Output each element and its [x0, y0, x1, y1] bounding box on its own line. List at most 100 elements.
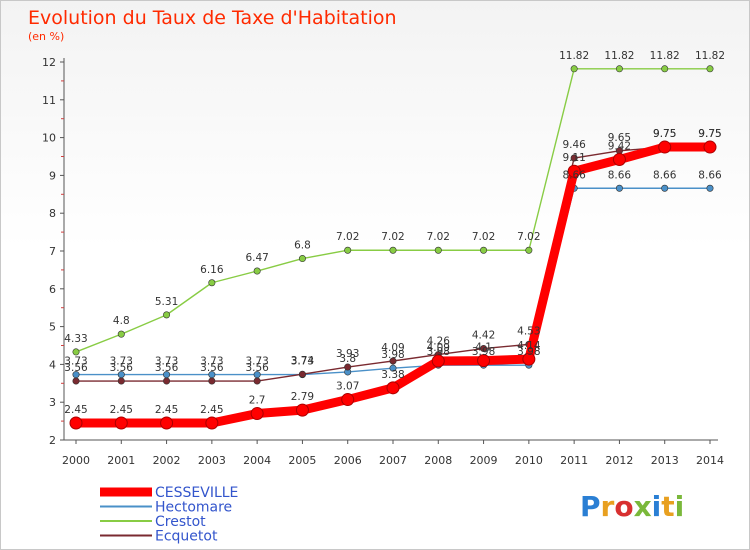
data-label: 3.98	[427, 346, 450, 358]
x-tick-label: 2011	[560, 454, 588, 467]
data-label: 3.56	[155, 362, 179, 374]
x-tick-label: 2002	[153, 454, 181, 467]
data-label: 4.33	[64, 333, 87, 345]
logo-letter: x	[634, 490, 652, 523]
data-label: 3.73	[291, 356, 314, 368]
data-point-cesseville	[567, 164, 581, 178]
data-point-ecquetot	[298, 370, 306, 378]
data-label: 9.75	[653, 128, 676, 140]
data-label: 3.93	[336, 348, 359, 360]
legend-label-hectomare: Hectomare	[155, 500, 232, 516]
data-point-ecquetot	[72, 377, 80, 385]
data-label: 4.26	[427, 336, 451, 348]
data-label: 9.75	[653, 128, 676, 140]
data-label: 3.73	[245, 356, 268, 368]
logo-letter: P	[580, 490, 601, 523]
data-point-crestot	[298, 255, 306, 263]
data-point-ecquetot	[389, 357, 397, 365]
data-point-hectomare	[706, 184, 714, 192]
data-label: 3.8	[339, 353, 356, 365]
data-point-cesseville	[295, 403, 309, 417]
data-point-crestot	[72, 348, 80, 356]
proxiti-logo: Proxiti	[580, 490, 684, 523]
x-tick-label: 2010	[515, 454, 543, 467]
proxiti-logo-text: Proxiti	[580, 490, 684, 523]
data-label: 4.42	[472, 330, 495, 342]
data-point-crestot	[525, 246, 533, 254]
x-tick-label: 2014	[696, 454, 724, 467]
data-point-crestot	[117, 330, 125, 338]
data-label: 7.02	[336, 231, 359, 243]
legend-label-cesseville: CESSEVILLE	[155, 485, 238, 501]
data-point-cesseville	[431, 354, 445, 368]
data-label: 3.98	[517, 346, 540, 358]
data-label: 11.82	[650, 50, 680, 62]
legend-label-crestot: Crestot	[155, 514, 206, 530]
data-label: 7.02	[427, 231, 450, 243]
logo-letter: i	[675, 490, 685, 523]
x-tick-label: 2009	[470, 454, 498, 467]
data-label: 2.45	[110, 404, 133, 416]
legend-label-ecquetot: Ecquetot	[155, 529, 218, 545]
data-label: 3.73	[64, 356, 87, 368]
data-label: 3.56	[110, 362, 134, 374]
data-label: 4.1	[475, 342, 492, 354]
data-label: 4.14	[517, 340, 541, 352]
data-point-crestot	[480, 246, 488, 254]
y-tick-label: 11	[42, 94, 56, 107]
chart-subtitle: (en %)	[28, 30, 64, 43]
x-tick-label: 2003	[198, 454, 226, 467]
data-point-cesseville	[69, 416, 83, 430]
x-tick-label: 2008	[424, 454, 452, 467]
y-tick-label: 8	[49, 207, 56, 220]
data-point-ecquetot	[208, 377, 216, 385]
x-tick-label: 2006	[334, 454, 362, 467]
data-point-cesseville	[703, 140, 717, 154]
data-point-crestot	[389, 246, 397, 254]
data-point-ecquetot	[163, 377, 171, 385]
data-point-ecquetot	[253, 377, 261, 385]
data-point-cesseville	[205, 416, 219, 430]
data-point-hectomare	[389, 364, 397, 372]
logo-letter: o	[614, 490, 633, 523]
data-label: 9.75	[698, 128, 721, 140]
data-point-crestot	[253, 267, 261, 275]
data-label: 2.45	[155, 404, 178, 416]
logo-letter: i	[652, 490, 662, 523]
y-tick-label: 2	[49, 434, 56, 447]
data-point-hectomare	[661, 184, 669, 192]
data-point-ecquetot	[570, 154, 578, 162]
data-label: 3.56	[245, 362, 269, 374]
data-point-cesseville	[250, 407, 264, 421]
data-label: 3.98	[472, 346, 495, 358]
data-point-ecquetot	[344, 363, 352, 371]
data-label: 9.65	[608, 132, 631, 144]
data-label: 9.46	[562, 139, 586, 151]
data-point-crestot	[661, 65, 669, 73]
data-label: 3.74	[291, 355, 315, 367]
x-tick-label: 2012	[605, 454, 633, 467]
x-tick-label: 2005	[288, 454, 316, 467]
data-point-crestot	[615, 65, 623, 73]
data-label: 8.66	[698, 169, 722, 181]
chart-title: Evolution du Taux de Taxe d'Habitation	[28, 7, 397, 29]
data-label: 4.09	[381, 342, 404, 354]
y-tick-label: 6	[49, 283, 56, 296]
logo-letter: r	[601, 490, 615, 523]
data-point-ecquetot	[117, 377, 125, 385]
data-point-cesseville	[658, 140, 672, 154]
data-label: 3.73	[155, 356, 178, 368]
data-label: 8.66	[562, 169, 586, 181]
data-label: 3.73	[200, 356, 223, 368]
series-line-crestot	[75, 68, 711, 353]
data-label: 2.7	[249, 395, 266, 407]
data-point-cesseville	[522, 352, 536, 366]
data-label: 9.75	[698, 128, 721, 140]
data-point-cesseville	[160, 416, 174, 430]
x-tick-label: 2013	[651, 454, 679, 467]
data-label: 7.02	[381, 231, 404, 243]
data-label: 9.11	[562, 152, 585, 164]
